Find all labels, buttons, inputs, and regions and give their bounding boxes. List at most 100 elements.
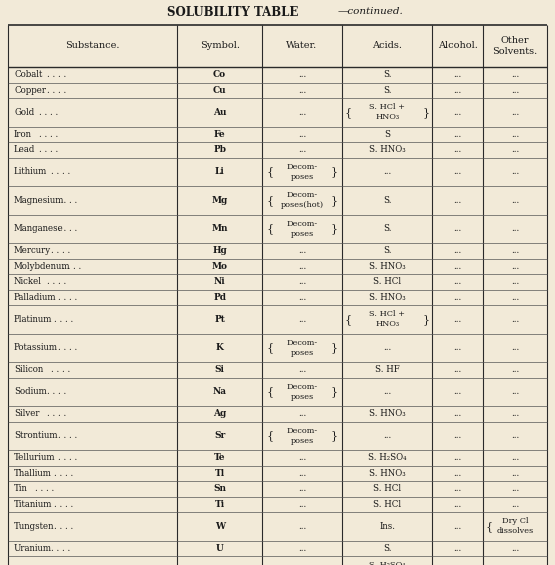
Text: S.: S. bbox=[383, 544, 391, 553]
Text: ...: ... bbox=[453, 167, 462, 176]
Text: Dry Cl
dissolves: Dry Cl dissolves bbox=[496, 518, 533, 535]
Text: Decom-
poses: Decom- poses bbox=[286, 383, 317, 401]
Text: S. HNO₃: S. HNO₃ bbox=[369, 262, 406, 271]
Text: S. HCl +
HNO₃: S. HCl + HNO₃ bbox=[369, 310, 405, 328]
Text: ...: ... bbox=[298, 262, 306, 271]
Text: . . . .: . . . . bbox=[54, 469, 77, 478]
Text: Strontium: Strontium bbox=[14, 431, 58, 440]
Text: Decom-
poses: Decom- poses bbox=[286, 220, 317, 238]
Text: ...: ... bbox=[298, 500, 306, 508]
Text: ...: ... bbox=[298, 70, 306, 79]
Text: . . . .: . . . . bbox=[47, 387, 69, 396]
Text: ...: ... bbox=[453, 224, 462, 233]
Text: S. HCl: S. HCl bbox=[373, 500, 401, 508]
Text: ...: ... bbox=[511, 344, 519, 352]
Text: ...: ... bbox=[383, 344, 391, 352]
Text: Co: Co bbox=[213, 70, 226, 79]
Text: . . . .: . . . . bbox=[39, 130, 61, 139]
Text: . . . .: . . . . bbox=[58, 195, 80, 205]
Text: S. HNO₃: S. HNO₃ bbox=[369, 469, 406, 478]
Text: S. H₂SO₄: S. H₂SO₄ bbox=[368, 453, 406, 462]
Text: S. H₂SO₄
(conc.): S. H₂SO₄ (conc.) bbox=[369, 562, 405, 565]
Text: . . . .: . . . . bbox=[47, 86, 69, 95]
Text: . . . .: . . . . bbox=[39, 108, 61, 117]
Text: ...: ... bbox=[453, 130, 462, 139]
Text: }: } bbox=[422, 107, 430, 118]
Text: Sr: Sr bbox=[214, 431, 225, 440]
Text: ...: ... bbox=[453, 344, 462, 352]
Text: {: { bbox=[266, 166, 274, 177]
Text: ...: ... bbox=[383, 431, 391, 440]
Text: ...: ... bbox=[453, 500, 462, 508]
Text: Na: Na bbox=[213, 387, 226, 396]
Text: Decom-
poses: Decom- poses bbox=[286, 339, 317, 357]
Text: . . . .: . . . . bbox=[47, 409, 69, 418]
Text: ...: ... bbox=[511, 431, 519, 440]
Text: . . . .: . . . . bbox=[58, 453, 80, 462]
Text: Cobalt: Cobalt bbox=[14, 70, 42, 79]
Text: . . . .: . . . . bbox=[62, 262, 84, 271]
Text: Molybdenum: Molybdenum bbox=[14, 262, 70, 271]
Text: ...: ... bbox=[453, 293, 462, 302]
Text: Ni: Ni bbox=[214, 277, 225, 286]
Text: Li: Li bbox=[215, 167, 225, 176]
Text: Sodium: Sodium bbox=[14, 387, 47, 396]
Text: ...: ... bbox=[511, 86, 519, 95]
Text: Tellurium: Tellurium bbox=[14, 453, 56, 462]
Text: . . . .: . . . . bbox=[58, 431, 80, 440]
Text: Decom-
poses: Decom- poses bbox=[286, 427, 317, 445]
Text: ...: ... bbox=[511, 108, 519, 117]
Text: }: } bbox=[422, 314, 430, 325]
Text: Potassium: Potassium bbox=[14, 344, 58, 352]
Text: ...: ... bbox=[453, 86, 462, 95]
Text: Titanium: Titanium bbox=[14, 500, 52, 508]
Text: . . . .: . . . . bbox=[39, 145, 61, 154]
Text: ...: ... bbox=[511, 484, 519, 493]
Text: ...: ... bbox=[511, 365, 519, 374]
Text: . . . .: . . . . bbox=[47, 70, 69, 79]
Text: . . . .: . . . . bbox=[54, 521, 77, 531]
Text: ...: ... bbox=[298, 293, 306, 302]
Text: ...: ... bbox=[511, 469, 519, 478]
Text: S.: S. bbox=[383, 224, 391, 233]
Text: ...: ... bbox=[453, 262, 462, 271]
Text: Pd: Pd bbox=[213, 293, 226, 302]
Text: . . . .: . . . . bbox=[58, 344, 80, 352]
Text: Te: Te bbox=[214, 453, 225, 462]
Text: ...: ... bbox=[298, 409, 306, 418]
Text: ...: ... bbox=[453, 387, 462, 396]
Text: S. HF: S. HF bbox=[375, 365, 400, 374]
Text: . . . .: . . . . bbox=[54, 500, 77, 508]
Text: S. HNO₃: S. HNO₃ bbox=[369, 293, 406, 302]
Text: Mo: Mo bbox=[211, 262, 228, 271]
Text: {: { bbox=[266, 342, 274, 353]
Text: ...: ... bbox=[511, 409, 519, 418]
Text: ...: ... bbox=[453, 315, 462, 324]
Text: ...: ... bbox=[298, 86, 306, 95]
Text: {: { bbox=[486, 521, 493, 532]
Text: Cu: Cu bbox=[213, 86, 226, 95]
Text: ...: ... bbox=[511, 130, 519, 139]
Text: S. HCl: S. HCl bbox=[373, 277, 401, 286]
Text: ...: ... bbox=[453, 195, 462, 205]
Text: {: { bbox=[266, 223, 274, 234]
Text: ...: ... bbox=[298, 315, 306, 324]
Text: Hg: Hg bbox=[213, 246, 227, 255]
Text: Pb: Pb bbox=[213, 145, 226, 154]
Text: ...: ... bbox=[453, 409, 462, 418]
Text: S.: S. bbox=[383, 246, 391, 255]
Text: Copper: Copper bbox=[14, 86, 46, 95]
Text: . . . .: . . . . bbox=[58, 224, 80, 233]
Text: K: K bbox=[216, 344, 224, 352]
Text: ...: ... bbox=[453, 521, 462, 531]
Text: ...: ... bbox=[298, 469, 306, 478]
Text: ...: ... bbox=[453, 484, 462, 493]
Text: S. HNO₃: S. HNO₃ bbox=[369, 409, 406, 418]
Text: Manganese: Manganese bbox=[14, 224, 64, 233]
Text: ...: ... bbox=[511, 315, 519, 324]
Text: . . . .: . . . . bbox=[58, 293, 80, 302]
Text: {: { bbox=[266, 195, 274, 206]
Text: Nickel: Nickel bbox=[14, 277, 42, 286]
Text: ...: ... bbox=[298, 365, 306, 374]
Text: }: } bbox=[331, 386, 338, 397]
